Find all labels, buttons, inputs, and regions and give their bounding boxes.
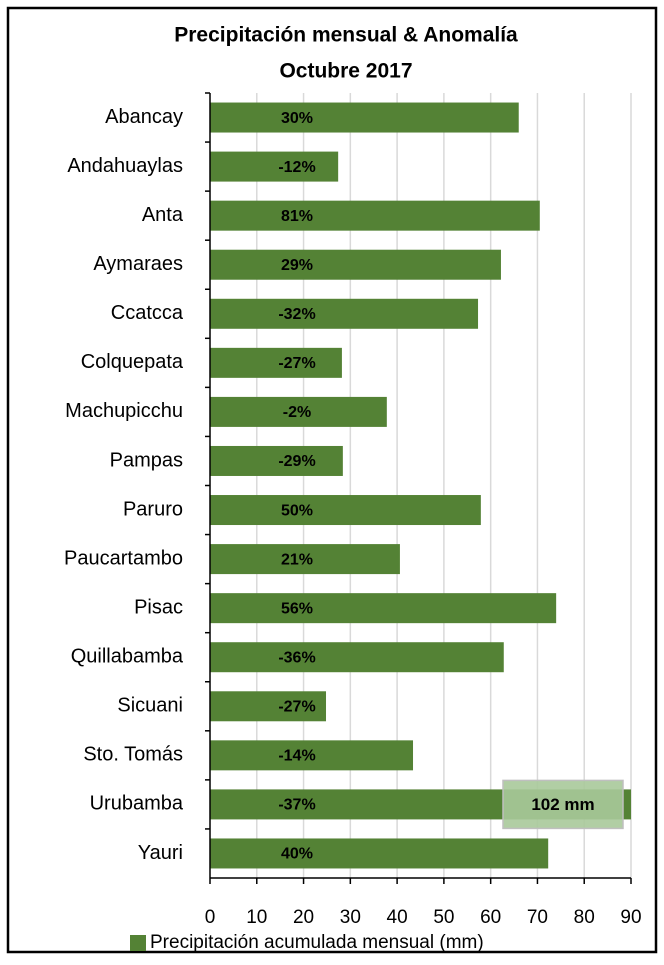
bar xyxy=(210,642,504,673)
bar xyxy=(210,838,549,869)
anomaly-label: 50% xyxy=(281,502,313,519)
anomaly-label: -37% xyxy=(278,797,315,814)
legend-swatch xyxy=(130,935,146,951)
anomaly-label: -2% xyxy=(283,404,311,421)
bar xyxy=(210,691,327,722)
y-tick-label: Sto. Tomás xyxy=(83,744,183,766)
x-tick-label: 30 xyxy=(340,907,361,928)
y-tick-label: Quillabamba xyxy=(71,646,184,668)
y-tick-label: Colquepata xyxy=(81,351,184,373)
x-tick-label: 70 xyxy=(527,907,548,928)
y-tick-label: Aymaraes xyxy=(93,253,183,275)
x-tick-label: 60 xyxy=(480,907,501,928)
bar xyxy=(210,544,400,575)
x-tick-label: 90 xyxy=(620,907,641,928)
anomaly-label: 56% xyxy=(281,600,313,617)
bar xyxy=(210,740,414,771)
anomaly-label: -12% xyxy=(278,159,315,176)
anomaly-label: -29% xyxy=(278,453,315,470)
anomaly-label: 30% xyxy=(281,110,313,127)
x-tick-label: 40 xyxy=(387,907,408,928)
y-tick-label: Yauri xyxy=(138,842,183,864)
legend-label: Precipitación acumulada mensual (mm) xyxy=(150,932,484,953)
x-tick-label: 20 xyxy=(293,907,314,928)
y-tick-label: Paucartambo xyxy=(64,547,183,569)
bar xyxy=(210,102,519,133)
bar xyxy=(210,445,343,476)
x-tick-label: 80 xyxy=(574,907,595,928)
bar xyxy=(210,593,557,624)
chart-title: Precipitación mensual & Anomalía xyxy=(174,24,518,47)
chart-subtitle: Octubre 2017 xyxy=(279,60,412,83)
anomaly-label: 40% xyxy=(281,846,313,863)
bars xyxy=(210,102,631,869)
anomaly-label: -27% xyxy=(278,355,315,372)
y-tick-label: Pampas xyxy=(110,449,183,471)
anomaly-label: -36% xyxy=(278,649,315,666)
anomaly-label: 29% xyxy=(281,257,313,274)
anomaly-label: -14% xyxy=(278,748,315,765)
foreground: 0 10 20 30 40 50 60 70 80 90 Abancay 30% Andahuaylas… xyxy=(64,92,642,953)
bar xyxy=(210,151,339,182)
y-tick-label: Urubamba xyxy=(90,793,184,815)
value-label-box xyxy=(502,779,624,830)
bar xyxy=(210,298,479,329)
bar xyxy=(210,249,501,280)
anomaly-label: 81% xyxy=(281,208,313,225)
anomaly-label: -27% xyxy=(278,699,315,716)
y-tick-label: Andahuaylas xyxy=(67,155,183,177)
y-tick-label: Pisac xyxy=(134,596,183,618)
x-tick-label: 0 xyxy=(205,907,216,928)
bar xyxy=(210,347,342,378)
x-tick-label: 10 xyxy=(246,907,267,928)
y-tick-label: Anta xyxy=(142,204,184,226)
y-tick-label: Abancay xyxy=(105,106,183,128)
y-tick-label: Ccatcca xyxy=(111,302,184,324)
x-tick-label: 50 xyxy=(433,907,454,928)
bar xyxy=(210,396,387,427)
y-tick-label: Paruro xyxy=(123,498,183,520)
anomaly-label: -32% xyxy=(278,306,315,323)
y-tick-label: Sicuani xyxy=(117,695,183,717)
y-tick-label: Machupicchu xyxy=(65,400,183,422)
bar xyxy=(210,200,540,231)
bar xyxy=(210,495,481,526)
value-label: 102 mm xyxy=(531,795,594,814)
anomaly-label: 21% xyxy=(281,551,313,568)
